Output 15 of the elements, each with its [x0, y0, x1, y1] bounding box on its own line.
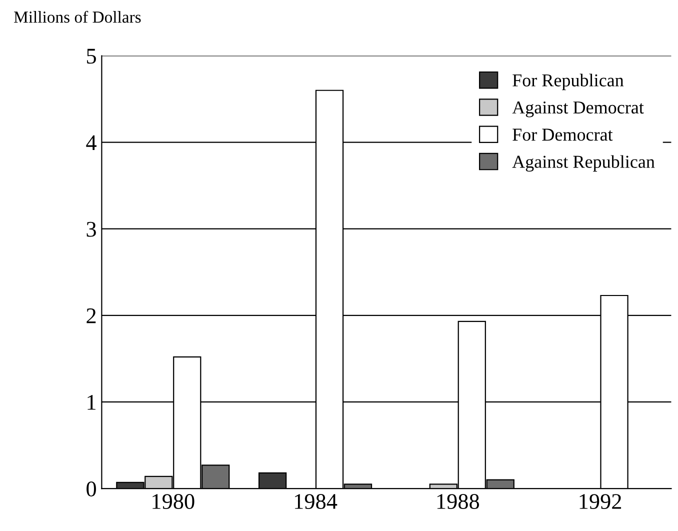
legend-label: Against Democrat [512, 101, 644, 118]
legend-label: Against Republican [512, 155, 655, 172]
y-tick-label: 0 [86, 481, 96, 496]
x-tick-label: 1984 [295, 494, 338, 510]
legend-label: For Democrat [512, 128, 613, 141]
y-tick-label: 2 [86, 308, 96, 324]
x-tick-label: 1988 [437, 494, 480, 510]
legend-label: For Republican [512, 74, 624, 90]
y-tick-label: 3 [86, 222, 96, 237]
y-tick-label: 1 [88, 395, 96, 410]
y-axis-title: Millions of Dollars [14, 10, 141, 23]
x-tick-label: 1992 [580, 494, 622, 510]
y-tick-label: 5 [87, 48, 96, 64]
x-tick-label: 1980 [152, 494, 194, 510]
y-tick-label: 4 [86, 135, 96, 150]
